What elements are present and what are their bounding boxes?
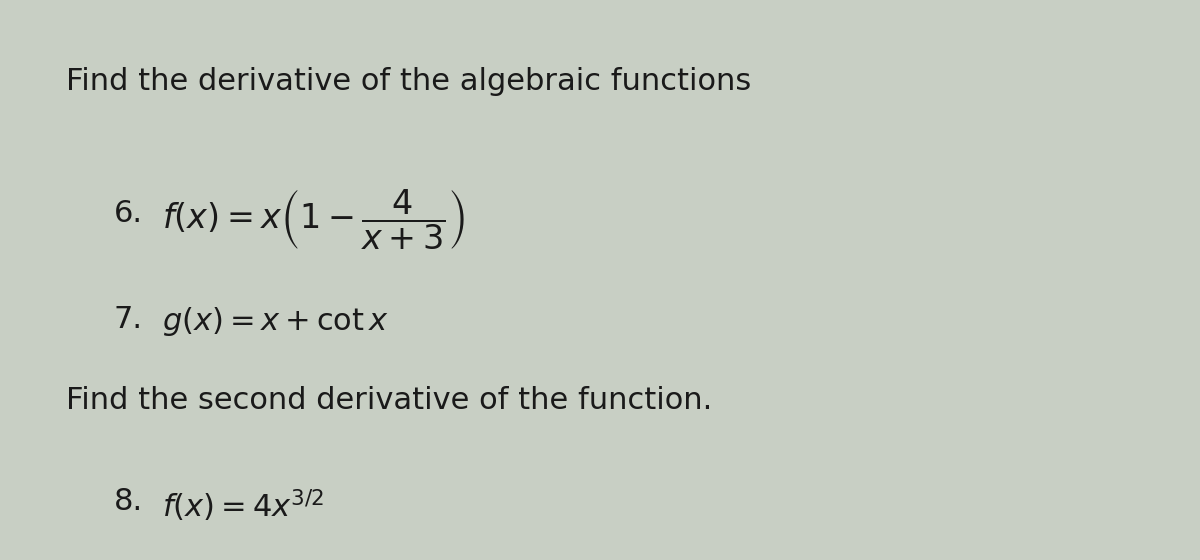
Text: 8.: 8. bbox=[114, 487, 143, 516]
Text: Find the derivative of the algebraic functions: Find the derivative of the algebraic fun… bbox=[66, 67, 751, 96]
Text: $f(x) = 4x^{3/2}$: $f(x) = 4x^{3/2}$ bbox=[162, 487, 324, 524]
Text: 6.: 6. bbox=[114, 199, 143, 228]
Text: $f(x) = x\left(1 - \dfrac{4}{x+3}\right)$: $f(x) = x\left(1 - \dfrac{4}{x+3}\right)… bbox=[162, 188, 466, 252]
Text: Find the second derivative of the function.: Find the second derivative of the functi… bbox=[66, 386, 713, 416]
Text: $g(x) = x + \cot x$: $g(x) = x + \cot x$ bbox=[162, 305, 389, 338]
Text: 7.: 7. bbox=[114, 305, 143, 334]
